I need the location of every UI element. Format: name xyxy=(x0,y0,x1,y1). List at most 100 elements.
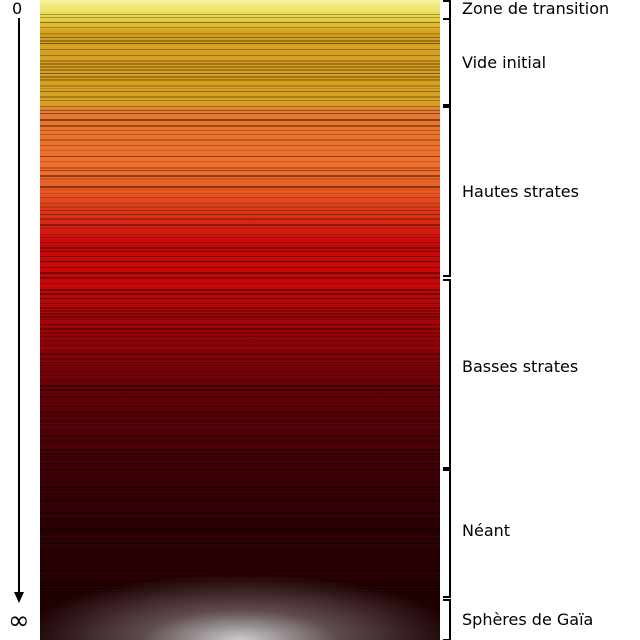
strata-band xyxy=(40,365,440,366)
strata-band xyxy=(40,389,440,391)
bracket-neant xyxy=(443,469,451,598)
strata-band xyxy=(40,393,440,394)
strata-band xyxy=(40,214,440,215)
strata-band xyxy=(40,55,440,56)
strata-band xyxy=(40,429,440,430)
strata-band xyxy=(40,316,440,318)
bracket-transition xyxy=(443,0,451,20)
strata-band xyxy=(40,411,440,413)
strata-band xyxy=(40,181,440,182)
strata-band xyxy=(40,40,440,42)
strata-band xyxy=(40,150,440,151)
strata-band xyxy=(40,443,440,444)
strata-band xyxy=(40,500,440,502)
strata-band xyxy=(40,424,440,425)
strata-band xyxy=(40,341,440,342)
zone-label-neant: Néant xyxy=(462,521,511,540)
strata-band xyxy=(40,85,440,87)
strata-band xyxy=(40,125,440,127)
strata-band xyxy=(40,69,440,71)
zone-label-vide-initial: Vide initial xyxy=(462,53,547,72)
strata-band xyxy=(40,385,440,387)
strata-band xyxy=(40,14,440,15)
strata-band xyxy=(40,469,440,471)
bracket-spheres-gaia xyxy=(443,599,451,640)
gaia-sphere-glow xyxy=(40,520,440,640)
strata-band xyxy=(40,350,440,351)
strata-band xyxy=(40,17,440,18)
strata-band xyxy=(40,203,440,204)
strata-band xyxy=(40,463,440,464)
strata-band xyxy=(40,267,440,268)
strata-band xyxy=(40,210,440,211)
strata-band xyxy=(40,289,440,291)
strata-band xyxy=(40,186,440,188)
axis-bottom-label: ∞ xyxy=(8,606,30,636)
strata-band xyxy=(40,145,440,146)
strata-band xyxy=(40,33,440,35)
strata-band xyxy=(40,228,440,229)
strata-band xyxy=(40,453,440,455)
strata-band xyxy=(40,224,440,226)
strata-band xyxy=(40,167,440,169)
zone-label-hautes-strates: Hautes strates xyxy=(462,182,579,201)
strata-band xyxy=(40,234,440,235)
strata-band xyxy=(40,206,440,208)
strata-band xyxy=(40,247,440,249)
strata-band xyxy=(40,73,440,74)
strata-band xyxy=(40,362,440,363)
strata-band xyxy=(40,324,440,325)
bracket-vide-initial xyxy=(443,18,451,106)
strata-band xyxy=(40,96,440,98)
strata-band xyxy=(40,486,440,488)
strata-band xyxy=(40,293,440,295)
strata-band xyxy=(40,139,440,141)
strata-band xyxy=(40,88,440,89)
strata-band xyxy=(40,242,440,243)
strata-band xyxy=(40,63,440,65)
strata-band xyxy=(40,91,440,92)
strata-band xyxy=(40,113,440,114)
strata-band xyxy=(40,106,440,107)
strata-band xyxy=(40,66,440,68)
strata-band xyxy=(40,396,440,398)
strata-band xyxy=(40,76,440,78)
strata-band xyxy=(40,79,440,81)
strata-band xyxy=(40,49,440,50)
strata-band xyxy=(40,261,440,262)
strata-band xyxy=(40,27,440,28)
strata-band xyxy=(40,380,440,381)
strata-band xyxy=(40,319,440,320)
strata-band xyxy=(40,435,440,437)
strata-band xyxy=(40,415,440,417)
strata-band xyxy=(40,272,440,274)
strata-band xyxy=(40,156,440,157)
strata-band xyxy=(40,134,440,135)
strata-band xyxy=(40,119,440,121)
zone-label-transition: Zone de transition xyxy=(462,0,610,18)
strata-band xyxy=(40,506,440,507)
strata-band xyxy=(40,60,440,62)
zone-brackets xyxy=(443,0,451,640)
strata-band xyxy=(40,353,440,355)
strata-band xyxy=(40,175,440,177)
strata-band xyxy=(40,449,440,451)
strata-band xyxy=(40,43,440,44)
strata-band xyxy=(40,496,440,497)
strata-band xyxy=(40,336,440,337)
bracket-basses-strates xyxy=(443,279,451,469)
strata-band xyxy=(40,402,440,403)
zone-label-basses-strates: Basses strates xyxy=(462,357,579,376)
strata-band xyxy=(40,130,440,131)
strata-lines xyxy=(40,14,440,600)
zone-label-spheres-gaia: Sphères de Gaïa xyxy=(462,610,594,629)
strata-band xyxy=(40,420,440,422)
strata-band xyxy=(40,518,440,520)
strata-band xyxy=(40,512,440,514)
strata-band xyxy=(40,440,440,442)
strata-band xyxy=(40,256,440,257)
strata-band xyxy=(40,332,440,334)
strata-band xyxy=(40,375,440,376)
strata-band xyxy=(40,358,440,360)
